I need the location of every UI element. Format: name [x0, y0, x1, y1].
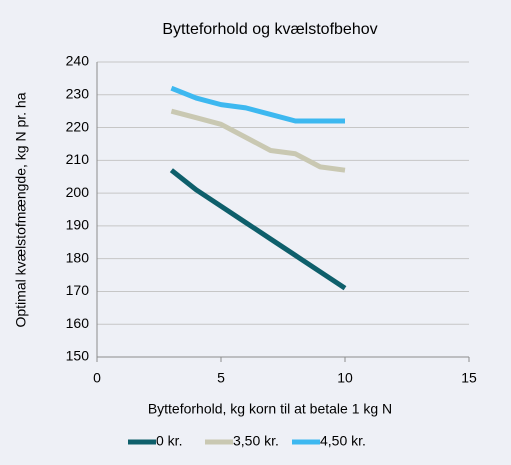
y-tick-label: 170: [66, 282, 90, 298]
series-line: [170, 108, 346, 173]
chart-title: Bytteforhold og kvælstofbehov: [162, 21, 377, 38]
y-axis-label: Optimal kvælstofmængde, kg N pr. ha: [13, 92, 29, 327]
y-tick-label: 150: [66, 348, 90, 364]
x-tick-label: 10: [337, 370, 353, 386]
y-tick-label: 210: [66, 151, 90, 167]
x-axis-label: Bytteforhold, kg korn til at betale 1 kg…: [148, 401, 392, 417]
legend-label: 0 kr.: [156, 433, 182, 449]
y-tick-label: 240: [66, 53, 90, 69]
series-line: [169, 168, 347, 291]
x-tick-label: 5: [217, 370, 225, 386]
series-line: [170, 85, 345, 124]
x-tick-label: 15: [461, 370, 477, 386]
x-tick-label: 0: [93, 370, 101, 386]
y-tick-label: 220: [66, 118, 90, 134]
legend-label: 4,50 kr.: [320, 433, 366, 449]
y-tick-label: 180: [66, 249, 90, 265]
y-tick-label: 160: [66, 315, 90, 331]
legend-label: 3,50 kr.: [233, 433, 279, 449]
y-tick-label: 190: [66, 217, 90, 233]
y-tick-label: 230: [66, 85, 90, 101]
y-tick-label: 200: [66, 184, 90, 200]
